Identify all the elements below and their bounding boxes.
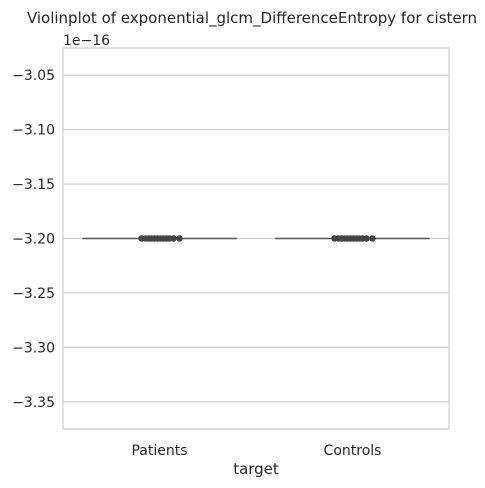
- inner-point: [176, 235, 183, 242]
- plot-frame: [62, 47, 450, 430]
- x-tick-labels: Patients Controls: [131, 443, 381, 459]
- y-tick-label: −3.10: [12, 123, 55, 139]
- y-tick-label: −3.30: [12, 340, 55, 356]
- y-tick-label: −3.15: [12, 177, 55, 193]
- inner-point: [170, 235, 177, 242]
- y-tick-label: −3.20: [12, 232, 55, 248]
- violin-controls: [275, 235, 430, 242]
- x-axis-label: target: [233, 460, 279, 478]
- y-tick-label: −3.35: [12, 395, 55, 411]
- y-tick-labels: −3.05 −3.10 −3.15 −3.20 −3.25 −3.30 −3.35: [12, 68, 55, 411]
- y-tick-label: −3.05: [12, 68, 55, 84]
- violin-patients: [82, 235, 237, 242]
- x-tick-label: Patients: [131, 443, 187, 459]
- inner-point: [369, 235, 376, 242]
- inner-point: [363, 235, 370, 242]
- violins: [82, 235, 430, 242]
- chart-title: Violinplot of exponential_glcm_Differenc…: [27, 9, 477, 28]
- x-tick-label: Controls: [324, 443, 382, 459]
- y-tick-label: −3.25: [12, 286, 55, 302]
- y-offset-label: 1e−16: [63, 33, 110, 49]
